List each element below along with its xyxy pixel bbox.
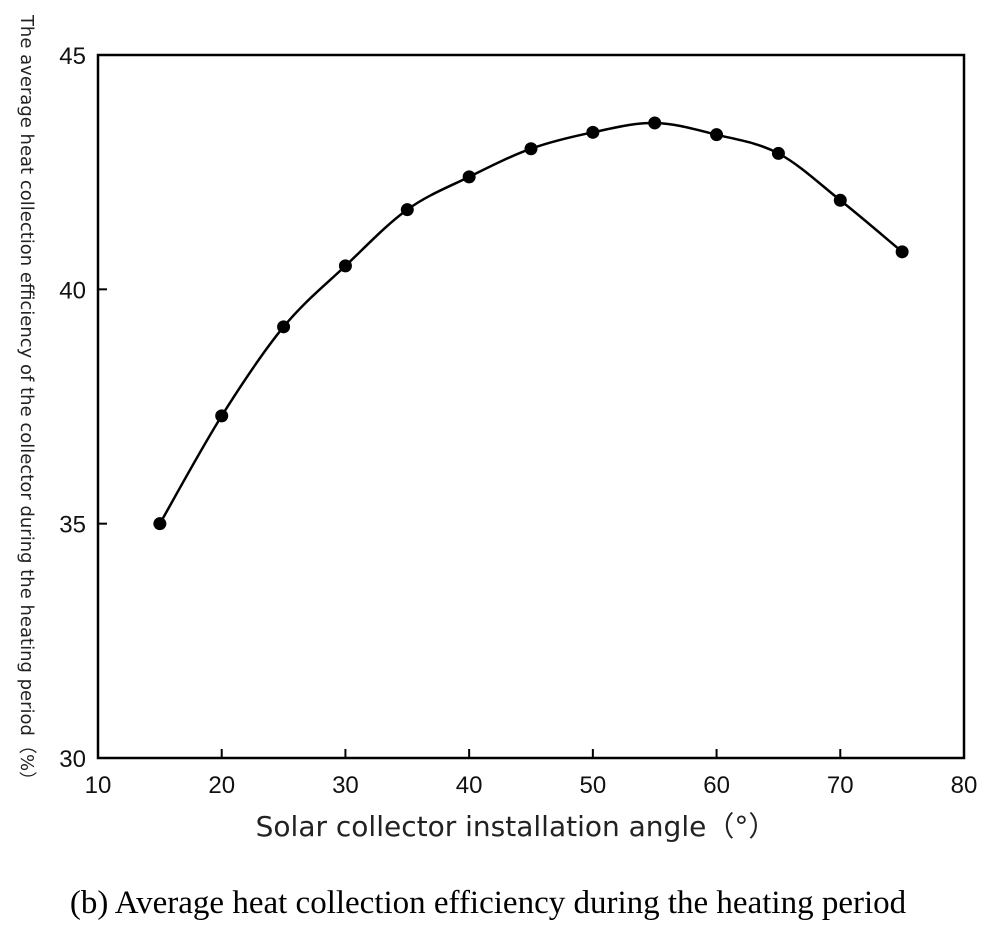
x-tick-label-40: 40: [456, 772, 483, 799]
data-point-25: [277, 320, 291, 334]
x-axis-ticks: [97, 749, 965, 758]
y-axis-ticks: [98, 54, 107, 759]
x-tick-label-50: 50: [580, 772, 607, 799]
data-point-20: [215, 409, 229, 423]
figure-caption: (b) Average heat collection efficiency d…: [70, 885, 907, 921]
plot-frame: [96, 53, 966, 760]
y-axis-label: The average heat collection efficiency o…: [16, 14, 37, 789]
data-point-75: [895, 245, 909, 259]
data-point-35: [400, 203, 414, 217]
y-tick-label-45: 45: [59, 43, 86, 70]
x-tick-label-80: 80: [951, 772, 978, 799]
x-axis-label: Solar collector installation angle（°）: [256, 810, 777, 843]
data-point-65: [771, 146, 785, 160]
data-point-50: [586, 125, 600, 139]
y-tick-label-35: 35: [59, 512, 86, 539]
data-point-60: [710, 128, 724, 142]
data-point-30: [338, 259, 352, 273]
data-point-55: [648, 116, 662, 130]
y-axis-tick-labels: 30 35 40 45: [59, 43, 86, 773]
data-point-15: [153, 517, 167, 531]
y-tick-label-40: 40: [59, 277, 86, 304]
x-tick-label-30: 30: [332, 772, 359, 799]
data-point-70: [833, 193, 847, 207]
x-tick-label-70: 70: [827, 772, 854, 799]
series-line: [158, 121, 903, 525]
data-point-40: [462, 170, 476, 184]
data-point-45: [524, 142, 538, 156]
series-points: [153, 116, 909, 531]
x-tick-label-60: 60: [703, 772, 730, 799]
x-tick-label-10: 10: [85, 772, 112, 799]
x-tick-label-20: 20: [208, 772, 235, 799]
y-tick-label-30: 30: [59, 746, 86, 773]
x-axis-tick-labels: 10 20 30 40 50 60 70 80: [85, 772, 978, 799]
